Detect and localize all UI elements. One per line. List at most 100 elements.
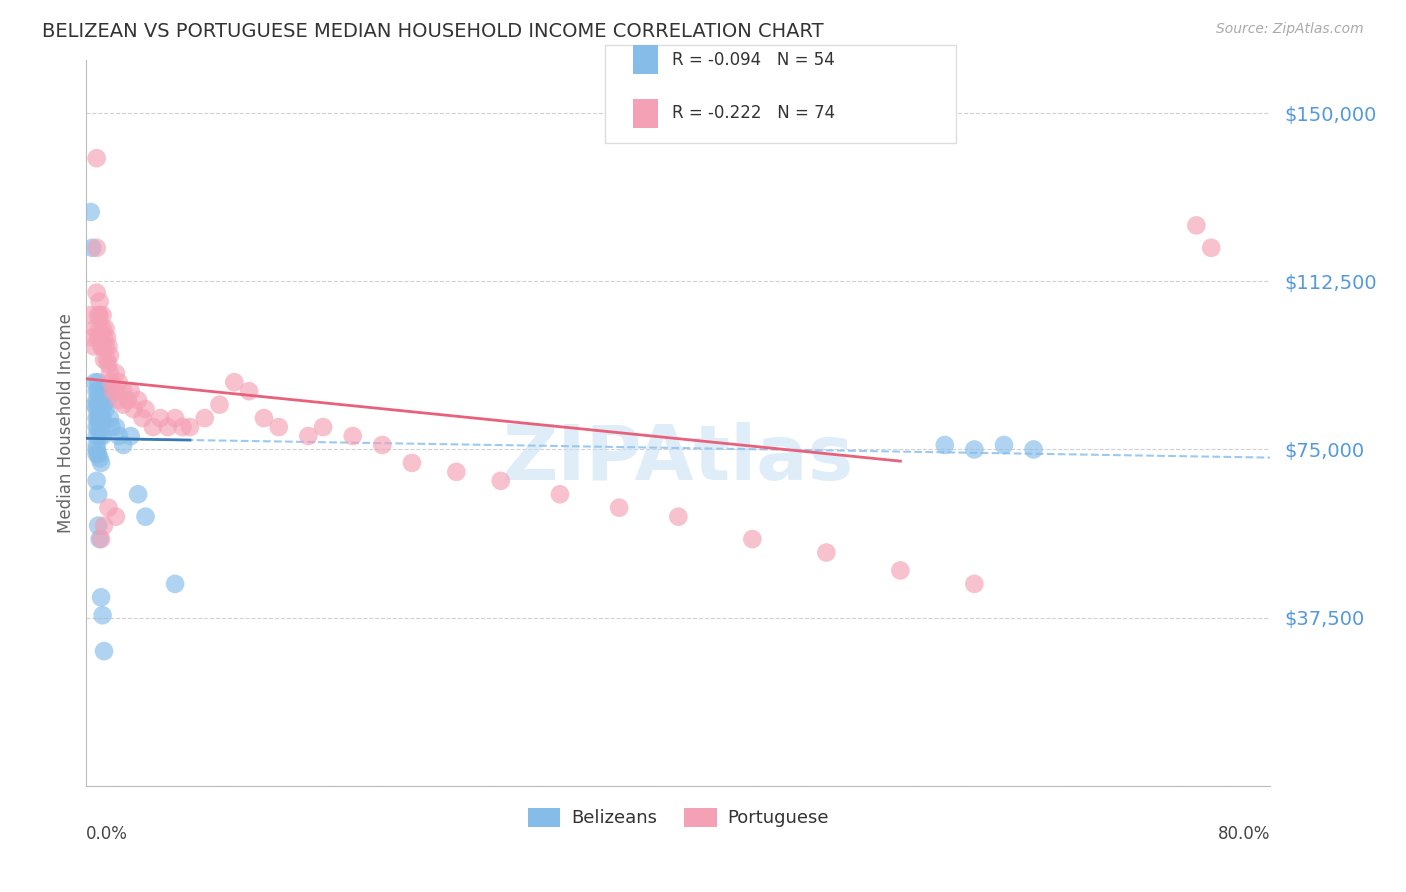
Point (97, 339, 120, 353)
Point (86, 411, 108, 425)
Point (93, 330, 115, 344)
Legend: Belizeans, Portuguese: Belizeans, Portuguese (520, 801, 837, 835)
Point (1185, 219, 1208, 233)
Point (84, 321, 107, 335)
Point (194, 411, 217, 425)
Point (89, 411, 111, 425)
Point (83, 339, 105, 353)
Point (666, 509, 689, 524)
Point (87, 384, 110, 399)
Point (98, 366, 121, 380)
Point (90, 591, 112, 605)
Point (97, 500, 120, 515)
Point (104, 420, 127, 434)
Point (607, 500, 630, 515)
Point (93, 352, 115, 367)
Point (82, 330, 104, 344)
Point (104, 384, 127, 399)
Point (142, 420, 165, 434)
Point (100, 376, 122, 390)
Point (93, 518, 115, 533)
Point (98, 411, 121, 425)
Point (90, 339, 112, 353)
Point (87, 330, 110, 344)
Point (120, 429, 142, 443)
Point (86, 151, 108, 165)
Point (86, 241, 108, 255)
Point (548, 487, 571, 501)
Point (172, 420, 194, 434)
Text: 0.0%: 0.0% (86, 825, 128, 844)
Point (89, 294, 111, 309)
Point (87, 376, 110, 390)
Point (489, 474, 512, 488)
Point (87, 518, 110, 533)
Point (127, 487, 149, 501)
Point (82, 241, 104, 255)
Point (134, 509, 156, 524)
Point (96, 393, 118, 408)
Point (253, 411, 276, 425)
Point (86, 447, 108, 461)
Point (89, 384, 111, 399)
Point (156, 420, 179, 434)
Point (90, 532, 112, 546)
Point (96, 330, 118, 344)
Point (90, 456, 112, 470)
Point (86, 285, 108, 300)
Point (97, 357, 120, 371)
Point (934, 438, 956, 452)
Point (84, 376, 107, 390)
Point (84, 398, 107, 412)
Point (87, 398, 110, 412)
Point (96, 352, 118, 367)
Point (90, 420, 112, 434)
Point (87, 308, 110, 322)
Point (91, 308, 114, 322)
Point (87, 487, 110, 501)
Point (94, 321, 117, 335)
Text: Source: ZipAtlas.com: Source: ZipAtlas.com (1216, 22, 1364, 37)
Point (112, 384, 135, 399)
Point (120, 384, 142, 399)
Point (815, 545, 838, 559)
Point (165, 577, 187, 591)
Point (94, 402, 117, 417)
Point (267, 420, 290, 434)
Point (104, 509, 127, 524)
Point (889, 564, 911, 578)
Point (1022, 442, 1045, 457)
Point (90, 411, 112, 425)
Text: ZIPAtlas: ZIPAtlas (503, 422, 853, 496)
Point (134, 402, 156, 417)
Point (117, 393, 139, 408)
Point (86, 402, 108, 417)
Point (993, 438, 1015, 452)
Point (86, 384, 108, 399)
Point (179, 420, 201, 434)
Point (122, 402, 145, 417)
Point (89, 429, 111, 443)
Y-axis label: Median Household Income: Median Household Income (58, 312, 75, 533)
Point (342, 429, 364, 443)
Text: R = -0.222   N = 74: R = -0.222 N = 74 (672, 104, 835, 122)
Point (401, 456, 423, 470)
Point (80, 308, 103, 322)
Point (104, 366, 127, 380)
Point (86, 429, 108, 443)
Point (97, 384, 120, 399)
Point (208, 398, 231, 412)
Point (86, 420, 108, 434)
Point (91, 411, 114, 425)
Point (90, 330, 112, 344)
Point (149, 411, 172, 425)
Point (1199, 241, 1222, 255)
Point (963, 577, 986, 591)
Point (86, 442, 108, 457)
Point (94, 339, 117, 353)
Point (86, 474, 108, 488)
Point (741, 532, 763, 546)
Point (91, 321, 114, 335)
Point (101, 384, 124, 399)
Point (108, 376, 131, 390)
